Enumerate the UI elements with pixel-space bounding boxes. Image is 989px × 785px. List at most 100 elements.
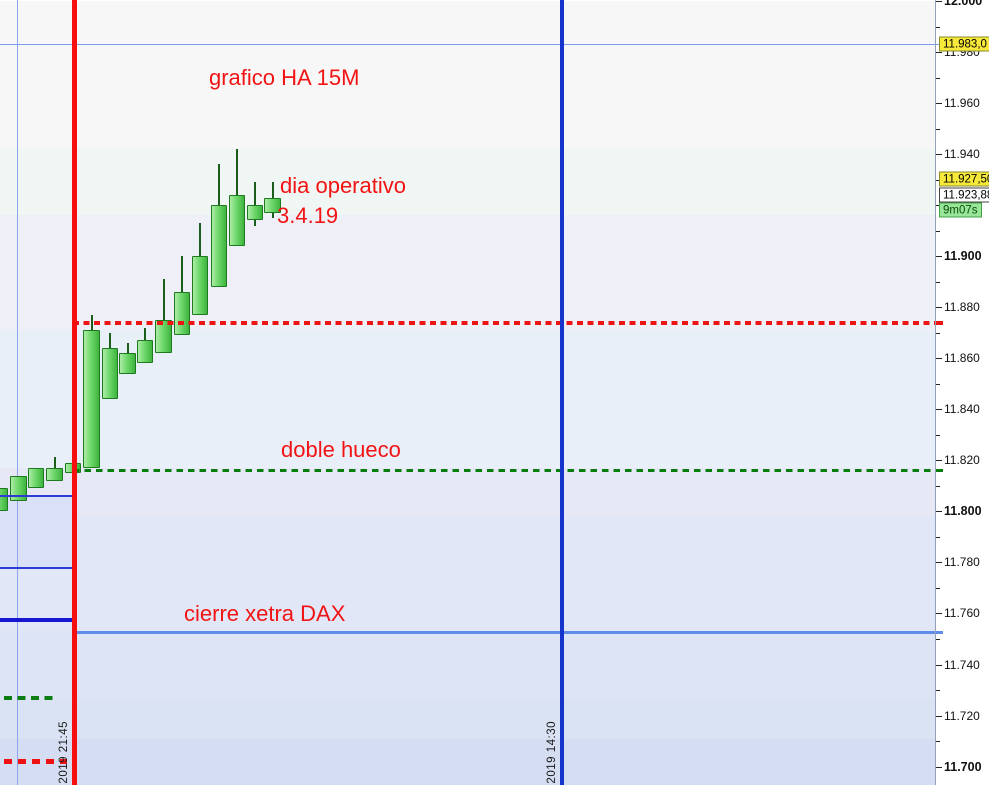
major-tick-mark	[936, 307, 942, 309]
axis-tick-label: 11.880	[944, 300, 980, 315]
axis-tick-label: 11.860	[944, 351, 980, 366]
axis-tick-label: 11.840	[944, 402, 980, 417]
minor-tick-mark	[936, 230, 940, 232]
candlestick[interactable]	[173, 291, 191, 336]
major-tick-mark	[936, 562, 942, 564]
major-tick-mark	[936, 460, 942, 462]
major-tick-mark	[936, 52, 942, 54]
major-tick-mark	[936, 256, 942, 258]
price-tag[interactable]: 11.923,88	[939, 187, 989, 203]
axis-tick-label: 11.800	[944, 504, 982, 519]
major-tick-mark	[936, 613, 942, 615]
price-tag[interactable]: 11.927,50	[939, 171, 989, 187]
candlestick[interactable]	[136, 340, 154, 364]
candlestick[interactable]	[10, 475, 27, 502]
candlestick[interactable]	[27, 468, 45, 489]
major-tick-mark	[936, 715, 942, 717]
minor-tick-mark	[936, 690, 940, 692]
axis-tick-label: 11.740	[944, 657, 980, 672]
candlestick[interactable]	[119, 353, 136, 374]
major-tick-mark	[936, 103, 942, 105]
background-band	[0, 149, 935, 216]
axis-tick-label: 11.760	[944, 606, 980, 621]
minor-tick-mark	[936, 587, 940, 589]
background-band	[0, 468, 935, 517]
left-dark-blue-line[interactable]	[0, 617, 72, 622]
session-line-blue[interactable]	[560, 0, 564, 785]
candlestick[interactable]	[228, 194, 246, 246]
minor-tick-mark	[936, 77, 940, 79]
minor-tick-mark	[936, 741, 940, 743]
axis-tick-label: 11.820	[944, 453, 980, 468]
axis-tick-label: 11.720	[944, 708, 980, 723]
background-band	[0, 215, 935, 331]
major-tick-mark	[936, 409, 942, 411]
minor-tick-mark	[936, 536, 940, 538]
chart-annotation[interactable]: dia operativo	[280, 173, 406, 198]
plot-area[interactable]: 2019 21:45 2019 14:30 grafico HA 15M dia op…	[0, 0, 935, 785]
candlestick[interactable]	[46, 468, 63, 481]
minor-tick-mark	[936, 383, 940, 385]
candlestick[interactable]	[264, 197, 281, 213]
minor-tick-mark	[936, 281, 940, 283]
session-line-blue-label: 2019 14:30	[546, 721, 559, 784]
chart-annotation[interactable]: grafico HA 15M	[209, 65, 360, 90]
left-blue-line-upper[interactable]	[0, 495, 72, 498]
candlestick[interactable]	[155, 320, 172, 354]
candle-wick	[254, 182, 256, 226]
axis-tick-label: 12.000	[944, 0, 983, 8]
resistance-red-dashed-axis-mark	[936, 320, 943, 325]
major-tick-mark	[936, 664, 942, 666]
minor-tick-mark	[936, 332, 940, 334]
doble-hueco-green-dashed[interactable]	[73, 468, 935, 473]
minor-tick-mark	[936, 434, 940, 436]
major-tick-mark	[936, 1, 942, 2]
axis-tick-label: 11.960	[944, 96, 980, 111]
chart-annotation[interactable]: 3.4.19	[277, 203, 339, 228]
minor-tick-mark	[936, 128, 940, 130]
minor-tick-mark	[936, 485, 940, 487]
short-green-dashed[interactable]	[4, 695, 57, 700]
short-red-dashed[interactable]	[4, 759, 67, 764]
time-separator-line	[16, 0, 19, 785]
background-band	[0, 516, 935, 632]
alert-line-11983[interactable]	[0, 43, 935, 46]
axis-tick-label: 11.940	[944, 147, 980, 162]
candlestick[interactable]	[0, 488, 9, 512]
major-tick-mark	[936, 511, 942, 513]
minor-tick-mark	[936, 26, 940, 28]
minor-tick-mark	[936, 639, 940, 640]
minor-tick-mark	[936, 179, 940, 181]
axis-tick-label: 11.780	[944, 555, 980, 570]
background-band	[0, 1, 935, 150]
major-tick-mark	[936, 154, 942, 156]
chart-annotation[interactable]: cierre xetra DAX	[184, 601, 346, 626]
major-tick-mark	[936, 766, 942, 768]
background-band	[0, 330, 935, 468]
candlestick[interactable]	[246, 205, 264, 221]
candlestick[interactable]	[101, 348, 119, 400]
axis-tick-label: 11.700	[944, 759, 982, 774]
left-blue-line-lower[interactable]	[0, 566, 72, 569]
cierre-xetra-dax-line-axis-mark	[936, 631, 943, 635]
chart-annotation[interactable]: doble hueco	[281, 437, 401, 462]
countdown-tag[interactable]: 9m07s	[939, 202, 982, 218]
cierre-xetra-dax-line[interactable]	[73, 631, 935, 635]
session-line-red-label: 2019 21:45	[57, 721, 70, 784]
left-range-shade	[0, 496, 72, 568]
background-band	[0, 738, 935, 785]
price-axis[interactable]: 12.00011.98011.96011.94011.92011.90011.8…	[935, 0, 989, 785]
candlestick[interactable]	[191, 256, 209, 315]
candlestick[interactable]	[210, 205, 228, 287]
axis-tick-label: 11.900	[944, 249, 982, 264]
candle-wick	[162, 279, 165, 354]
major-tick-mark	[936, 358, 942, 360]
resistance-red-dashed[interactable]	[73, 320, 935, 325]
candlestick[interactable]	[83, 330, 100, 468]
doble-hueco-green-dashed-axis-mark	[936, 468, 943, 473]
background-band	[0, 631, 935, 701]
session-line-red[interactable]	[71, 0, 77, 785]
price-tag[interactable]: 11.983,0	[939, 36, 989, 52]
background-band	[0, 700, 935, 739]
